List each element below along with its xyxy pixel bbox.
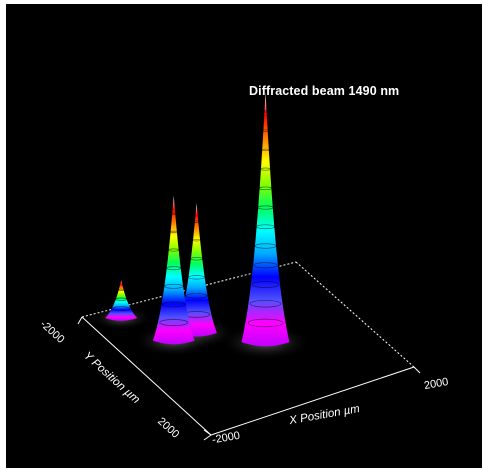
peak-4-contour: [249, 299, 282, 308]
x-tick-mark-end: [413, 366, 421, 374]
peak-4-contour: [262, 129, 269, 132]
y-axis-baseline: [81, 316, 212, 436]
peak-4-contour: [260, 167, 271, 171]
peak-2-contour: [171, 212, 176, 215]
x-axis-baseline: [210, 366, 415, 436]
peak-1-contour: [112, 306, 131, 311]
peak-4: [241, 92, 290, 347]
peak-3-contour: [185, 293, 208, 299]
surface-plot-svg: [77, 92, 421, 441]
y-tick-mark-end: [203, 434, 212, 441]
peak-3-contour: [188, 275, 206, 280]
peak-3-contour: [192, 238, 201, 242]
peak-4-contour: [258, 186, 273, 191]
peak-2-contour: [159, 319, 189, 326]
peak-4-contour: [247, 318, 284, 328]
peak-2-contour: [168, 248, 180, 252]
peak-1-contour: [118, 288, 125, 292]
surface-peaks: [105, 92, 290, 347]
peak-2-contour: [166, 266, 182, 271]
peak-4-contour: [257, 205, 274, 210]
peak-2-contour: [164, 283, 184, 289]
peak-3: [176, 203, 217, 337]
peak-1-contour: [115, 297, 128, 301]
peak-4-contour: [251, 281, 280, 288]
peak-4-contour: [256, 224, 275, 230]
peak-4-contour: [253, 262, 278, 269]
back-right-edge: [295, 261, 415, 368]
y-tick-mark-start: [77, 316, 83, 325]
chart-title: Diffracted beam 1490 nm: [249, 84, 400, 98]
peak-2-contour: [169, 230, 178, 234]
peak-2-contour: [161, 301, 186, 308]
x-tick-mark-start: [203, 429, 212, 436]
peak-3-contour: [194, 220, 199, 223]
peak-3-contour: [190, 257, 203, 261]
peak-4-contour: [261, 148, 270, 152]
peak-4-contour: [263, 110, 268, 113]
peak-4-contour: [254, 243, 277, 249]
surface-plot: Diffracted beam 1490 nm -2000 2000 X Pos…: [6, 4, 482, 468]
